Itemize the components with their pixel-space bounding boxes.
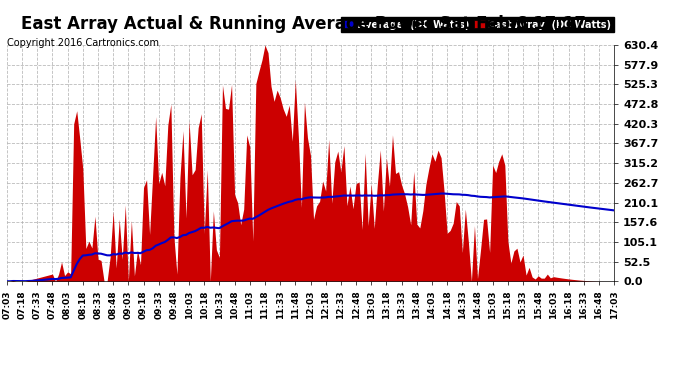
Text: East Array Actual & Running Average Power Sat Feb 6 17:17: East Array Actual & Running Average Powe… bbox=[21, 15, 586, 33]
Legend: Average  (DC Watts), East Array  (DC Watts): Average (DC Watts), East Array (DC Watts… bbox=[341, 16, 614, 33]
Text: Copyright 2016 Cartronics.com: Copyright 2016 Cartronics.com bbox=[7, 38, 159, 48]
